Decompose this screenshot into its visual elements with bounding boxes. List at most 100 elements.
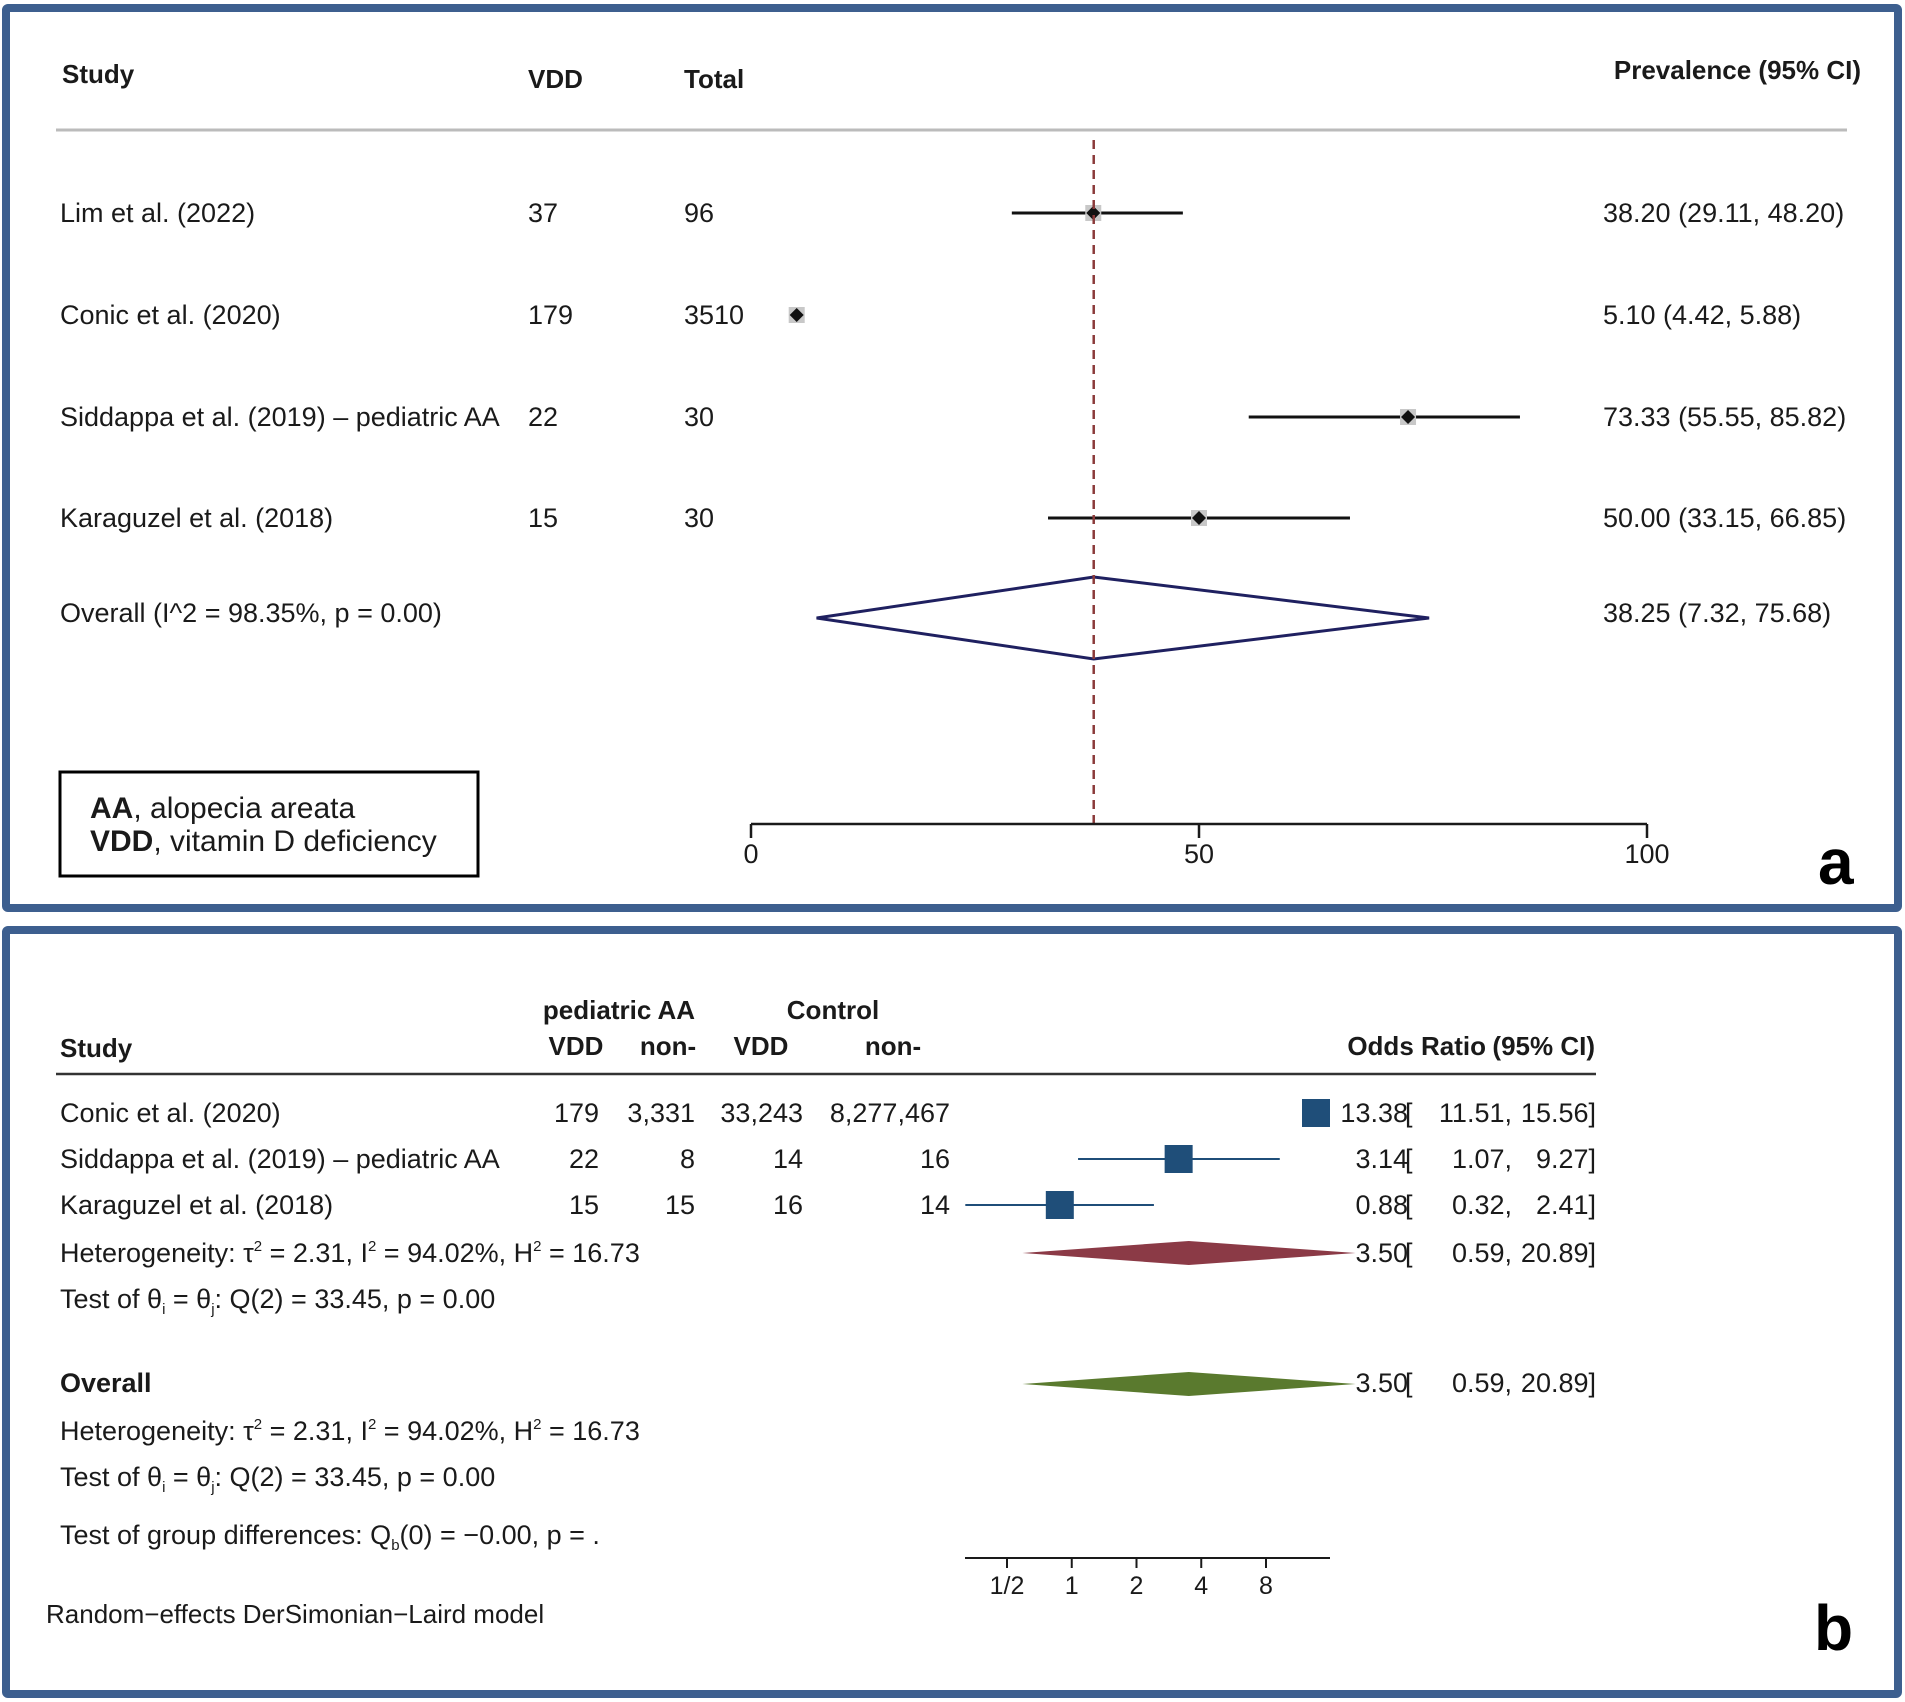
point-estimate bbox=[1192, 511, 1206, 525]
overall-diamond bbox=[816, 575, 1430, 661]
overall-bracket: [ bbox=[1405, 1368, 1413, 1398]
case-vdd: 15 bbox=[569, 1190, 599, 1220]
study-rows: Conic et al. (2020) 179 3,331 33,243 8,277,4… bbox=[60, 1098, 1596, 1220]
control-non: 16 bbox=[920, 1144, 950, 1174]
x-axis-ticks: 1/2 1 2 4 8 bbox=[990, 1558, 1273, 1600]
x-tick-label: 1/2 bbox=[990, 1572, 1025, 1600]
point-estimate bbox=[1401, 410, 1416, 424]
x-tick-label: 4 bbox=[1194, 1572, 1208, 1600]
total-count: 30 bbox=[684, 402, 714, 432]
panel-b: pediatric AA Control Study VDD non- VDD … bbox=[2, 926, 1902, 1698]
header-pediatric-aa: pediatric AA bbox=[543, 995, 695, 1025]
ci-upper: 15.56] bbox=[1521, 1098, 1596, 1128]
overall-or: 3.50 bbox=[1355, 1368, 1408, 1398]
study-name: Siddappa et al. (2019) – pediatric AA bbox=[60, 1144, 500, 1174]
overall-diamond bbox=[1022, 1372, 1356, 1396]
study-name: Karaguzel et al. (2018) bbox=[60, 503, 333, 533]
control-non: 8,277,467 bbox=[830, 1098, 950, 1128]
vdd-count: 179 bbox=[528, 300, 573, 330]
total-count: 96 bbox=[684, 198, 714, 228]
case-vdd: 179 bbox=[554, 1098, 599, 1128]
prevalence-estimate: 5.10 (4.42, 5.88) bbox=[1603, 300, 1801, 330]
legend-vdd: VDD, vitamin D deficiency bbox=[90, 825, 437, 858]
subgroup-heterogeneity: Heterogeneity: τ2 = 2.31, I2 = 94.02%, H… bbox=[60, 1238, 640, 1268]
case-non: 8 bbox=[680, 1144, 695, 1174]
odds-ratio: 0.88 bbox=[1355, 1190, 1408, 1220]
study-name: Lim et al. (2022) bbox=[60, 198, 255, 228]
overall-estimate: 38.25 (7.32, 75.68) bbox=[1603, 598, 1831, 628]
subgroup-hi: 20.89] bbox=[1521, 1238, 1596, 1268]
x-tick-label: 100 bbox=[1624, 839, 1669, 869]
case-vdd: 22 bbox=[569, 1144, 599, 1174]
x-tick-label: 50 bbox=[1184, 839, 1214, 869]
header-odds-ratio: Odds Ratio bbox=[1347, 1031, 1486, 1061]
total-count: 30 bbox=[684, 503, 714, 533]
study-rows: Lim et al. (2022) 37 96 38.20 (29.11, 48.20… bbox=[60, 198, 1846, 533]
study-name: Karaguzel et al. (2018) bbox=[60, 1190, 333, 1220]
ci-bracket: [ bbox=[1405, 1098, 1413, 1128]
point-estimate bbox=[1086, 206, 1101, 220]
legend-box bbox=[58, 770, 480, 878]
overall-lo: 0.59, bbox=[1452, 1368, 1512, 1398]
x-tick-label: 0 bbox=[743, 839, 758, 869]
subgroup-diamond bbox=[1022, 1241, 1356, 1265]
case-non: 15 bbox=[665, 1190, 695, 1220]
study-name: Conic et al. (2020) bbox=[60, 1098, 281, 1128]
forest-plot-b: pediatric AA Control Study VDD non- VDD … bbox=[46, 995, 1853, 1664]
subgroup-test: Test of θi = θj: Q(2) = 33.45, p = 0.00 bbox=[60, 1284, 495, 1318]
overall-label: Overall bbox=[60, 1368, 152, 1398]
control-vdd: 14 bbox=[773, 1144, 803, 1174]
prevalence-estimate: 50.00 (33.15, 66.85) bbox=[1603, 503, 1846, 533]
header-ci: (95% CI) bbox=[1492, 1031, 1595, 1061]
header-control-non: non- bbox=[865, 1031, 921, 1061]
control-vdd: 33,243 bbox=[720, 1098, 803, 1128]
overall-heterogeneity: Heterogeneity: τ2 = 2.31, I2 = 94.02%, H… bbox=[60, 1416, 640, 1446]
case-non: 3,331 bbox=[627, 1098, 695, 1128]
header-prevalence: Prevalence (95% CI) bbox=[1614, 55, 1861, 85]
subgroup-or: 3.50 bbox=[1355, 1238, 1408, 1268]
ci-upper: 2.41] bbox=[1536, 1190, 1596, 1220]
header-study: Study bbox=[60, 1033, 133, 1063]
panel-label-a: a bbox=[1818, 826, 1854, 898]
header-control: Control bbox=[787, 995, 879, 1025]
odds-ratio: 13.38 bbox=[1340, 1098, 1408, 1128]
prevalence-estimate: 73.33 (55.55, 85.82) bbox=[1603, 402, 1846, 432]
subgroup-lo: 0.59, bbox=[1452, 1238, 1512, 1268]
header-study: Study bbox=[62, 59, 135, 89]
weight-box bbox=[1164, 1145, 1193, 1173]
overall-test: Test of θi = θj: Q(2) = 33.45, p = 0.00 bbox=[60, 1462, 495, 1496]
header-case-non: non- bbox=[640, 1031, 696, 1061]
vdd-count: 22 bbox=[528, 402, 558, 432]
overall-label: Overall (I^2 = 98.35%, p = 0.00) bbox=[60, 598, 442, 628]
ci-lower: 11.51, bbox=[1439, 1098, 1512, 1128]
header-case-vdd: VDD bbox=[549, 1031, 604, 1061]
overall-hi: 20.89] bbox=[1521, 1368, 1596, 1398]
ci-lower: 1.07, bbox=[1452, 1144, 1512, 1174]
x-axis-ticks: 0 50 100 bbox=[743, 824, 1670, 869]
x-tick-label: 8 bbox=[1259, 1572, 1273, 1600]
panel-label-b: b bbox=[1814, 1592, 1853, 1664]
legend-aa: AA, alopecia areata bbox=[90, 792, 355, 825]
panel-a: Study VDD Total Prevalence (95% CI) Lim … bbox=[2, 4, 1902, 912]
x-tick-label: 2 bbox=[1130, 1572, 1144, 1600]
vdd-count: 15 bbox=[528, 503, 558, 533]
total-count: 3510 bbox=[684, 300, 744, 330]
ci-bracket: [ bbox=[1405, 1190, 1413, 1220]
forest-plot-a: Study VDD Total Prevalence (95% CI) Lim … bbox=[56, 55, 1861, 898]
control-vdd: 16 bbox=[773, 1190, 803, 1220]
study-name: Siddappa et al. (2019) – pediatric AA bbox=[60, 402, 500, 432]
group-differences-test: Test of group differences: Qb(0) = −0.00… bbox=[60, 1520, 600, 1554]
control-non: 14 bbox=[920, 1190, 950, 1220]
odds-ratio: 3.14 bbox=[1355, 1144, 1408, 1174]
prevalence-estimate: 38.20 (29.11, 48.20) bbox=[1603, 198, 1844, 228]
ci-upper: 9.27] bbox=[1536, 1144, 1596, 1174]
x-tick-label: 1 bbox=[1065, 1572, 1079, 1600]
header-control-vdd: VDD bbox=[734, 1031, 789, 1061]
subgroup-bracket: [ bbox=[1405, 1238, 1413, 1268]
study-name: Conic et al. (2020) bbox=[60, 300, 281, 330]
header-total: Total bbox=[684, 64, 744, 94]
header-vdd: VDD bbox=[528, 64, 583, 94]
footnote: Random−effects DerSimonian−Laird model bbox=[46, 1599, 544, 1629]
point-estimate bbox=[789, 308, 804, 322]
vdd-count: 37 bbox=[528, 198, 558, 228]
